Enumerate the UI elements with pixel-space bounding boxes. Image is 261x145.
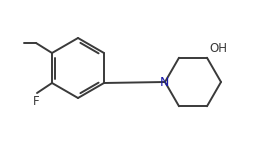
Text: OH: OH	[209, 42, 227, 55]
Text: F: F	[33, 95, 39, 108]
Text: N: N	[159, 76, 169, 88]
